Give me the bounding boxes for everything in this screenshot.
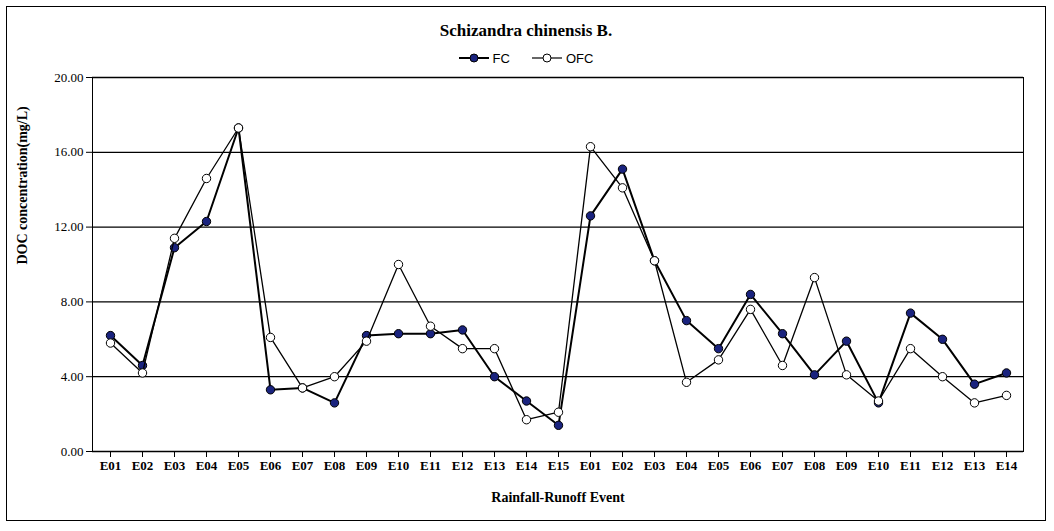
svg-text:E02: E02 [132, 458, 154, 473]
html-text:FC: FC [492, 50, 510, 66]
svg-text:E13: E13 [964, 458, 986, 473]
svg-text:E11: E11 [900, 458, 921, 473]
svg-text:E06: E06 [260, 458, 282, 473]
svg-text:E11: E11 [420, 458, 441, 473]
svg-text:0.00: 0.00 [61, 444, 84, 459]
svg-text:E01: E01 [100, 458, 122, 473]
svg-text:E04: E04 [676, 458, 698, 473]
svg-text:E14: E14 [516, 458, 538, 473]
svg-text:4.00: 4.00 [61, 369, 84, 384]
svg-text:E03: E03 [164, 458, 186, 473]
svg-text:E08: E08 [804, 458, 826, 473]
svg-text:DOC concentration(mg/L): DOC concentration(mg/L) [15, 106, 31, 265]
svg-text:E04: E04 [196, 458, 218, 473]
svg-text:E02: E02 [612, 458, 634, 473]
html-text:OFC: OFC [565, 50, 594, 66]
html-text:Schizandra chinensis B.: Schizandra chinensis B. [439, 21, 613, 40]
svg-text:E07: E07 [772, 458, 794, 473]
svg-text:E10: E10 [868, 458, 890, 473]
svg-text:E03: E03 [644, 458, 666, 473]
svg-text:E12: E12 [452, 458, 474, 473]
svg-text:E08: E08 [324, 458, 346, 473]
svg-text:E10: E10 [388, 458, 410, 473]
svg-text:E13: E13 [484, 458, 506, 473]
svg-text:16.00: 16.00 [54, 144, 83, 159]
svg-text:E09: E09 [836, 458, 858, 473]
svg-text:12.00: 12.00 [54, 219, 83, 234]
svg-text:8.00: 8.00 [61, 294, 84, 309]
svg-text:E05: E05 [708, 458, 730, 473]
svg-text:E09: E09 [356, 458, 378, 473]
svg-text:E06: E06 [740, 458, 762, 473]
svg-text:E05: E05 [228, 458, 250, 473]
svg-text:20.00: 20.00 [54, 70, 83, 85]
svg-text:Rainfall-Runoff Event: Rainfall-Runoff Event [491, 490, 625, 505]
svg-text:E01: E01 [580, 458, 602, 473]
svg-text:E07: E07 [292, 458, 314, 473]
svg-text:E14: E14 [996, 458, 1018, 473]
svg-text:E15: E15 [548, 458, 570, 473]
svg-text:E12: E12 [932, 458, 954, 473]
